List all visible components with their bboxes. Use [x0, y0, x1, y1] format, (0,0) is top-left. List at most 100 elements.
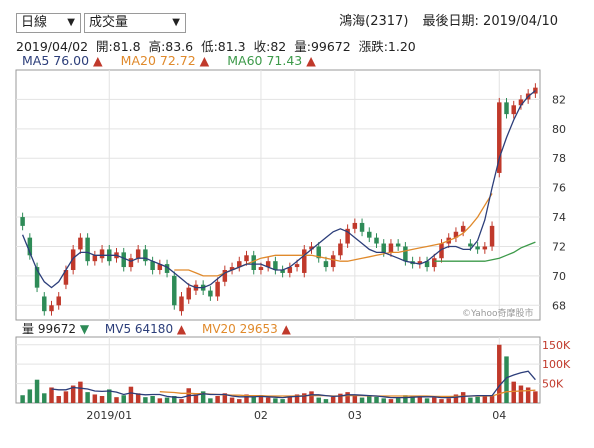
volume-bar: [42, 393, 47, 403]
volume-bar: [114, 397, 119, 403]
candle: [432, 258, 437, 268]
candle: [439, 243, 444, 259]
volume-bar: [511, 381, 516, 403]
candle: [99, 249, 105, 259]
ohlc-volume: 量:99672: [294, 39, 351, 54]
candle: [302, 249, 307, 273]
volume-bar: [179, 399, 184, 403]
candle: [338, 243, 343, 256]
candle: [63, 270, 69, 285]
candle: [482, 246, 488, 250]
volume-bar: [359, 397, 365, 403]
volume-bar: [200, 391, 206, 403]
volume-bar: [410, 396, 415, 403]
volume-bar: [294, 394, 300, 403]
x-tick-label: 03: [348, 409, 362, 422]
candle: [287, 267, 293, 273]
ohlc-high: 高:83.6: [148, 39, 194, 54]
volume-bar: [323, 399, 329, 403]
volume-bar: [63, 391, 69, 403]
volume-bar: [215, 396, 220, 403]
price-tick-label: 78: [552, 152, 566, 165]
period-select[interactable]: 日線 ▼: [16, 13, 81, 33]
candle: [34, 267, 40, 288]
volume-bar: [273, 398, 278, 403]
volume-bar: [287, 396, 293, 403]
indicator-select[interactable]: 成交量 ▼: [84, 13, 186, 33]
candle: [323, 261, 329, 268]
candle: [215, 281, 220, 297]
volume-bar: [121, 395, 126, 403]
volume-bar: [352, 396, 358, 403]
volume-legend: 量 99672 ▼ MV5 64180 ▲ MV20 29653 ▲: [22, 320, 303, 337]
volume-bar: [229, 397, 235, 403]
candle: [27, 237, 33, 256]
volume-bar: [525, 387, 531, 403]
price-tick-label: 70: [552, 270, 566, 283]
volume-bar: [338, 393, 343, 403]
volume-bar: [345, 392, 350, 403]
candle: [265, 261, 271, 268]
volume-bar: [460, 392, 466, 403]
volume-tick-label: 50K: [542, 378, 564, 391]
ma20-label: MA20 72.72 ▲: [120, 53, 210, 68]
volume-bar: [374, 396, 379, 403]
ohlc-change: 漲跌:1.20: [358, 39, 416, 54]
ma60-line: [434, 241, 536, 262]
candle: [352, 222, 358, 229]
candle: [309, 246, 314, 250]
candle: [85, 237, 90, 262]
candle: [330, 255, 336, 268]
candle: [143, 249, 148, 262]
volume-bar: [172, 396, 177, 403]
vol-label: 量 99672 ▼: [22, 322, 90, 336]
candle: [294, 264, 300, 268]
candle: [244, 255, 249, 262]
candle: [49, 305, 54, 312]
volume-bar: [107, 389, 112, 403]
volume-bar: [453, 394, 459, 403]
volume-bar: [193, 394, 199, 403]
volume-bar: [395, 397, 401, 403]
mv5-line: [51, 370, 536, 399]
candle: [128, 258, 134, 268]
indicator-select-value: 成交量: [89, 15, 129, 30]
mv5-label: MV5 64180 ▲: [104, 322, 187, 336]
volume-panel-frame: [15, 336, 541, 404]
volume-bar: [497, 344, 502, 403]
candle: [56, 296, 61, 306]
candle: [497, 102, 502, 173]
volume-bar: [128, 386, 134, 403]
mv20-label: MV20 29653 ▲: [201, 322, 291, 336]
volume-bar: [237, 399, 242, 403]
volume-bar: [533, 391, 538, 403]
candle: [468, 243, 473, 247]
volume-bar: [388, 399, 394, 403]
ma60-label: MA60 71.43 ▲: [227, 53, 316, 68]
candle: [20, 217, 25, 226]
volume-bar: [475, 396, 480, 403]
x-tick-label: 04: [492, 409, 506, 422]
candle: [316, 246, 321, 259]
volume-bar: [468, 397, 473, 403]
volume-bar: [251, 396, 256, 403]
candle: [489, 225, 495, 247]
volume-bar: [489, 395, 495, 403]
candle: [164, 264, 170, 273]
candle: [359, 222, 365, 232]
ohlc-readout: 2019/04/02 開:81.8 高:83.6 低:81.3 收:82 量:9…: [16, 36, 420, 55]
volume-bar: [70, 385, 76, 403]
candle: [475, 246, 480, 250]
ohlc-close: 收:82: [253, 39, 287, 54]
chevron-down-icon: ▼: [67, 17, 75, 28]
candle: [186, 287, 191, 300]
period-select-value: 日線: [21, 15, 48, 30]
ohlc-date: 2019/04/02: [16, 39, 89, 54]
candle: [70, 249, 76, 270]
volume-bar: [164, 397, 170, 403]
stock-header: 鴻海(2317) 最後日期: 2019/04/10: [329, 13, 558, 31]
volume-bar: [85, 392, 90, 403]
volume-bar: [280, 399, 285, 403]
candle: [374, 237, 379, 244]
